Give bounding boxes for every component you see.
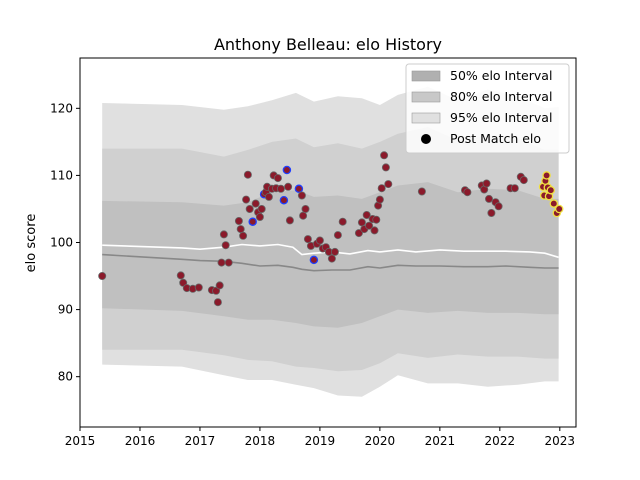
post-match-point <box>98 271 107 280</box>
post-match-point <box>333 231 342 240</box>
post-match-point <box>176 271 185 280</box>
x-tick-label: 2016 <box>125 434 156 448</box>
post-match-point <box>297 191 306 200</box>
post-match-point <box>375 195 384 204</box>
x-tick-label: 2021 <box>425 434 456 448</box>
post-match-point <box>273 174 282 183</box>
post-match-point <box>217 258 226 267</box>
x-tick-label: 2020 <box>365 434 396 448</box>
post-match-point <box>338 217 347 226</box>
post-match-point <box>224 258 233 267</box>
post-match-point <box>251 199 260 208</box>
x-tick-label: 2022 <box>485 434 516 448</box>
post-match-point <box>510 184 519 193</box>
post-match-point <box>354 229 363 238</box>
chart-title: Anthony Belleau: elo History <box>214 35 442 54</box>
legend-label: 50% elo Interval <box>450 68 552 83</box>
y-axis: 80 90 100 110 120 <box>50 101 80 384</box>
x-tick-label: 2023 <box>545 434 576 448</box>
post-match-point <box>542 171 551 180</box>
post-match-point <box>245 204 254 213</box>
mean-elo-line <box>102 243 559 259</box>
y-axis-label: elo score <box>24 214 39 273</box>
y-tick-label: 110 <box>50 168 73 182</box>
y-tick-label: 90 <box>58 303 73 317</box>
post-match-point <box>215 281 224 290</box>
post-match-point <box>236 225 245 234</box>
x-tick-label: 2019 <box>305 434 336 448</box>
post-match-point <box>327 254 336 263</box>
post-match-point <box>279 195 289 205</box>
x-tick-label: 2015 <box>65 434 96 448</box>
legend-swatch <box>411 91 441 103</box>
post-match-point <box>377 184 386 193</box>
post-match-point <box>484 194 493 203</box>
post-match-point <box>282 165 292 175</box>
post-match-point <box>380 151 389 160</box>
legend-label: Post Match elo <box>450 131 541 146</box>
post-match-point <box>255 212 264 221</box>
post-match-point <box>554 204 564 214</box>
post-match-point <box>212 286 221 295</box>
post-match-point <box>330 247 339 256</box>
legend-swatch <box>411 112 441 124</box>
post-match-point <box>264 192 273 201</box>
legend-box <box>405 63 570 154</box>
y-tick-label: 80 <box>58 370 73 384</box>
post-match-point <box>219 230 228 239</box>
x-tick-label: 2017 <box>185 434 216 448</box>
post-match-point <box>301 204 310 213</box>
post-match-point <box>285 216 294 225</box>
legend-label: 95% elo Interval <box>450 110 552 125</box>
legend-label: 80% elo Interval <box>450 89 552 104</box>
legend: 50% elo Interval 80% elo Interval 95% elo … <box>405 63 570 154</box>
post-match-point <box>463 188 472 197</box>
post-match-point <box>362 210 371 219</box>
post-match-point <box>546 185 556 195</box>
post-match-point <box>315 236 324 245</box>
post-match-point <box>482 179 491 188</box>
post-match-point <box>384 180 393 189</box>
post-match-point <box>299 211 308 220</box>
post-match-point <box>303 235 312 244</box>
post-match-point <box>549 199 559 208</box>
x-tick-label: 2018 <box>245 434 276 448</box>
trend-lines <box>102 243 559 272</box>
post-match-point <box>381 163 390 172</box>
post-match-point <box>487 208 496 217</box>
post-match-point <box>309 255 319 265</box>
post-match-point <box>221 241 230 250</box>
post-match-point <box>239 231 248 240</box>
median-elo-line <box>102 253 559 272</box>
post-match-point <box>194 283 203 292</box>
post-match-point <box>276 184 285 193</box>
post-match-point <box>494 202 503 211</box>
post-match-point <box>294 184 304 194</box>
y-tick-label: 120 <box>50 101 73 115</box>
post-match-point <box>357 218 366 227</box>
post-match-points <box>98 151 564 307</box>
post-match-point <box>417 187 426 196</box>
post-match-point <box>213 298 222 307</box>
post-match-point <box>372 215 381 224</box>
post-match-point <box>519 176 528 185</box>
legend-swatch <box>411 70 441 82</box>
post-match-point <box>243 170 252 179</box>
post-match-point <box>365 221 374 230</box>
legend-marker <box>421 134 431 144</box>
x-axis: 2015 2016 2017 2018 2019 2020 2021 2022 2023 <box>65 427 575 448</box>
post-match-point <box>257 204 266 213</box>
post-match-point <box>248 217 257 226</box>
post-match-point <box>242 195 251 204</box>
post-match-point <box>370 226 379 235</box>
post-match-point <box>234 216 243 225</box>
y-tick-label: 100 <box>50 236 73 250</box>
post-match-point <box>284 182 293 191</box>
